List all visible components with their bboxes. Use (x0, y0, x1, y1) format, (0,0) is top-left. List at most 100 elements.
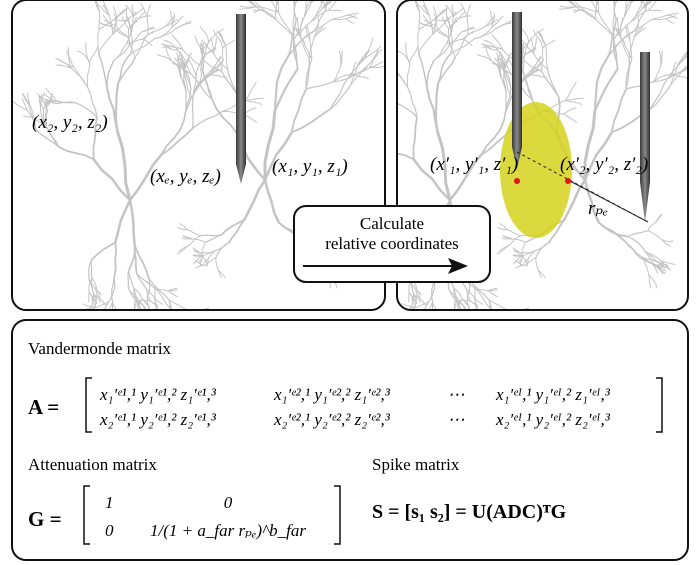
dendrite (348, 93, 351, 108)
dendrite (305, 26, 311, 41)
dendrite (353, 117, 366, 126)
dendrite (88, 291, 97, 303)
dendrite (90, 258, 93, 279)
dendrite (142, 32, 154, 40)
dendrite (100, 320, 101, 335)
dendrite (70, 67, 88, 88)
dendrite (613, 16, 625, 41)
dendrite (252, 9, 265, 12)
dendrite (448, 153, 483, 202)
dendrite (350, 64, 369, 86)
dendrite (66, 49, 75, 68)
dendrite (578, 8, 597, 20)
dendrite (420, 320, 421, 335)
dendrite (347, 66, 371, 79)
dendrite (133, 243, 150, 280)
probe (640, 52, 650, 222)
dendrite (522, 59, 543, 73)
dendrite (45, 106, 47, 127)
dendrite (191, 311, 204, 325)
dendrite (210, 59, 225, 76)
dendrite (151, 320, 158, 331)
dendrite (95, 1, 100, 13)
dendrite (338, 50, 342, 66)
dendrite (454, 34, 469, 58)
dendrite (308, 36, 315, 60)
dendrite (462, 38, 473, 46)
dendrite (366, 126, 379, 147)
dendrite (46, 96, 53, 108)
dendrite (87, 62, 90, 88)
bracket (656, 377, 663, 433)
dendrite (630, 1, 642, 3)
dendrite (478, 320, 489, 334)
dendrite (258, 8, 277, 20)
dendrite (310, 1, 320, 3)
dendrite (524, 257, 537, 266)
dendrite (84, 307, 96, 309)
dendrite (528, 61, 543, 73)
dendrite (274, 4, 278, 20)
dendrite (583, 109, 597, 182)
dendrite (306, 25, 311, 41)
dendrite (154, 287, 169, 292)
dendrite (361, 93, 365, 108)
matrix-entry: x₂′ᵉᴵ,¹ y₂′ᵉᴵ,² z₂′ᵉᴵ,³ (495, 410, 611, 429)
dendrite (303, 1, 312, 18)
dendrite (430, 301, 434, 309)
dendrite (201, 65, 213, 101)
dendrite (519, 255, 523, 266)
dendrite (40, 93, 42, 109)
dendrite (194, 35, 203, 52)
dendrite (465, 288, 472, 302)
dendrite (541, 47, 544, 73)
dendrite (598, 11, 614, 37)
dendrite (639, 257, 656, 262)
dendrite (142, 38, 153, 46)
dendrite (303, 40, 313, 60)
dendrite (481, 43, 503, 50)
dendrite (263, 178, 281, 224)
dendrite (521, 65, 533, 101)
dendrite (441, 317, 450, 325)
dendrite (58, 59, 75, 68)
dendrite (667, 66, 687, 79)
dendrite (126, 15, 132, 30)
dendrite (344, 116, 353, 118)
dendrite (547, 68, 560, 98)
dendrite (220, 218, 246, 236)
dendrite (598, 221, 629, 238)
dendrite (367, 48, 383, 66)
dendrite (333, 101, 348, 110)
dendrite (425, 86, 439, 133)
dendrite (104, 301, 113, 309)
dendrite (292, 17, 295, 41)
dendrite (146, 277, 151, 304)
dendrite (182, 235, 193, 240)
dendrite (564, 81, 577, 101)
dendrite (450, 38, 476, 54)
dendrite (520, 250, 535, 254)
dendrite (670, 64, 687, 86)
dendrite (461, 27, 476, 33)
dendrite (648, 274, 651, 289)
dendrite (652, 18, 667, 21)
dendrite (137, 10, 146, 20)
dendrite (418, 19, 435, 31)
dendrite (500, 54, 506, 71)
dendrite (21, 93, 32, 109)
dendrite (254, 2, 265, 11)
dendrite (641, 1, 651, 10)
dendrite (327, 1, 341, 11)
dendrite (303, 1, 307, 18)
dendrite (152, 322, 155, 334)
dendrite (310, 9, 329, 23)
dendrite (519, 26, 530, 43)
dendrite (179, 223, 188, 231)
dendrite (418, 33, 434, 54)
dendrite (521, 39, 535, 54)
dendrite (160, 320, 168, 333)
dendrite (114, 198, 132, 244)
point (565, 178, 571, 184)
dendrite (190, 73, 213, 101)
